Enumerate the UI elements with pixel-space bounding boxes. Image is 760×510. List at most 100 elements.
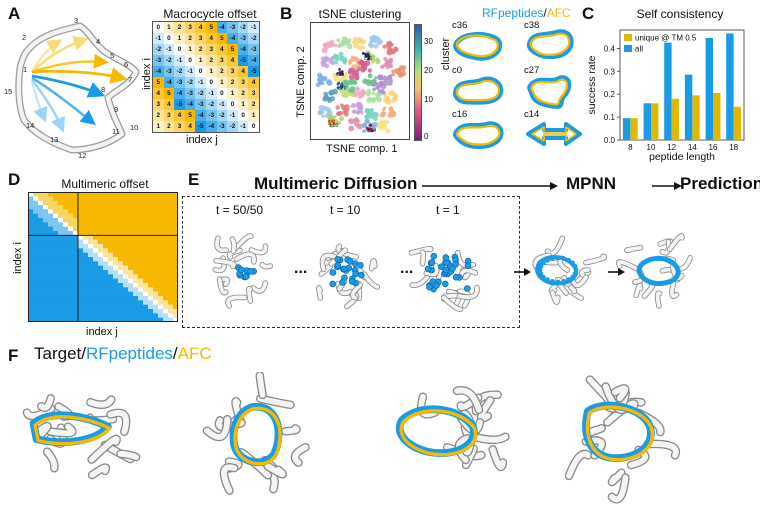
multimeric-cell [128,218,134,223]
multimeric-cell [168,192,174,197]
multimeric-cell [43,231,49,236]
peptide-atom [430,252,438,260]
multimeric-cell [148,278,154,284]
multimeric-cell [133,313,139,318]
multimeric-cell [73,270,79,275]
multimeric-cell [113,248,119,253]
peptide-atom [573,267,579,273]
multimeric-cell [108,235,114,240]
multimeric-cell [143,270,149,275]
multimeric-cell [128,278,134,284]
multimeric-cell [33,296,39,301]
tsne-point [331,119,334,123]
tsne-point [349,126,353,130]
tsne-point [387,113,392,118]
multimeric-cell [98,231,104,236]
multimeric-cell [43,200,49,206]
multimeric-cell [158,248,164,253]
multimeric-cell [98,226,104,232]
tsne-point [366,111,372,116]
macro-cell: -2 [153,44,164,55]
multimeric-cell [63,231,69,236]
multimeric-cell [63,296,69,301]
legend-label: all [635,45,643,54]
multimeric-cell [128,235,134,240]
multimeric-cell [118,283,124,288]
multimeric-cell [138,300,144,305]
multimeric-cell [163,218,169,223]
tsne-title: tSNE clustering [318,7,402,21]
protein-structure [408,246,480,312]
multimeric-cell [163,270,169,275]
multimeric-cell [108,252,114,258]
multimeric-cell [153,291,159,297]
multimeric-cell [103,252,109,258]
svg-text:4: 4 [96,37,100,46]
macro-cell: -4 [248,55,259,66]
multimeric-cell [113,309,119,314]
multimeric-cell [118,287,124,292]
multimeric-cell [108,296,114,301]
multimeric-cell [53,192,59,197]
tsne-point [320,60,325,65]
multimeric-cell [173,304,178,310]
multimeric-cell [83,283,89,288]
multimeric-cell [108,313,114,318]
bar-all [622,118,631,140]
multimeric-cell [123,209,129,214]
multimeric-cell [78,209,84,214]
multimeric-cell [43,313,49,318]
multimeric-cell [63,235,69,240]
macro-cell: -3 [184,88,196,99]
multimeric-cell [143,239,149,245]
multimeric-cell [153,248,159,253]
macro-cell: -2 [174,66,185,77]
tsne-point [328,122,332,125]
tsne-point [332,122,336,126]
multimeric-cell [103,200,109,206]
multimeric-cell [68,192,74,197]
macro-cell: 3 [153,99,164,110]
multimeric-cell [168,218,174,223]
svg-text:1: 1 [23,65,27,74]
multimeric-cell [163,257,169,262]
multimeric-cell [108,226,114,232]
svg-text:7: 7 [128,75,132,84]
multimeric-xlabel: index j [86,326,118,338]
diffusion-title: Multimeric Diffusion [254,174,418,193]
multimeric-cell [158,304,164,310]
multimeric-cell [73,300,79,305]
multimeric-cell [88,239,94,245]
multimeric-cell [123,226,129,232]
multimeric-cell [58,252,64,258]
multimeric-cell [68,235,74,240]
multimeric-cell [103,248,109,253]
multimeric-cell [63,239,69,245]
multimeric-cell [48,235,54,240]
multimeric-cell [173,278,178,284]
multimeric-cell [83,296,89,301]
multimeric-cell [148,291,154,297]
tsne-point [365,126,369,130]
multimeric-cell [33,213,39,219]
tsne-point [336,72,340,75]
multimeric-cell [143,248,149,253]
macro-cell: 0 [227,99,238,110]
peptide-atom [570,274,575,280]
panel-label-f: F [8,346,19,365]
multimeric-cell [78,252,84,258]
structures-header: RFpeptides/AFC [482,6,571,20]
multimeric-cell [123,248,129,253]
macro-cell: -1 [206,88,217,99]
multimeric-cell [158,226,164,232]
multimeric-cell [68,257,74,262]
multimeric-cell [168,300,174,305]
multimeric-cell [123,304,129,310]
multimeric-cell [153,213,159,219]
multimeric-cell [38,300,44,305]
macro-cell: 2 [227,77,238,88]
multimeric-cell [93,213,99,219]
multimeric-cell [108,270,114,275]
multimeric-cell [148,226,154,232]
multimeric-cell [78,226,84,232]
